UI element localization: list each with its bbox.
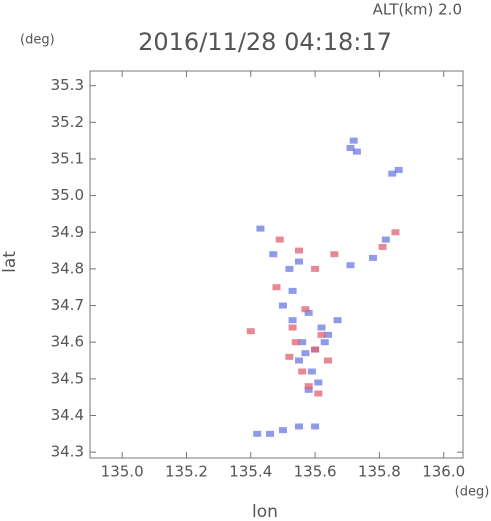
echo-cell [320, 339, 329, 346]
echo-cell [275, 236, 284, 243]
echo-cell [388, 170, 397, 177]
echo-cell [323, 357, 332, 364]
x-tick-label: 136.0 [422, 463, 465, 481]
echo-cell [304, 309, 313, 316]
chart-title: 2016/11/28 04:18:17 [138, 28, 392, 56]
echo-cell [301, 306, 310, 313]
echo-cell [295, 247, 304, 254]
echo-cell [314, 379, 323, 386]
y-tick-label: 35.0 [51, 186, 84, 204]
x-tick-label: 135.0 [101, 463, 144, 481]
echo-cell [346, 144, 355, 151]
echo-cell [352, 148, 361, 155]
echo-cell [317, 324, 326, 331]
altitude-label: ALT(km) 2.0 [373, 1, 462, 19]
echo-cell [253, 430, 262, 437]
x-tick-label: 135.6 [294, 463, 337, 481]
echo-cell [266, 430, 275, 437]
y-tick-label: 34.8 [51, 259, 84, 277]
echo-cell [272, 284, 281, 291]
plot-frame [89, 70, 464, 459]
echo-cell [378, 243, 387, 250]
echo-cell [295, 357, 304, 364]
echo-cell [278, 302, 287, 309]
echo-cell [317, 331, 326, 338]
echo-cell [394, 166, 403, 173]
x-tick-label: 135.8 [358, 463, 401, 481]
echo-cell [349, 137, 358, 144]
x-tick-label: 135.2 [165, 463, 208, 481]
echo-cell [304, 386, 313, 393]
y-tick-label: 34.5 [51, 369, 84, 387]
echo-cell [295, 258, 304, 265]
y-tick-label: 34.6 [51, 333, 84, 351]
echo-cell [285, 353, 294, 360]
echo-cell [278, 427, 287, 434]
x-tick-label: 135.4 [229, 463, 272, 481]
y-tick-label: 34.7 [51, 296, 84, 314]
echo-cell [301, 350, 310, 357]
echo-cell [246, 328, 255, 335]
x-axis-label: lon [252, 502, 278, 521]
echo-cell [391, 229, 400, 236]
y-tick-label: 34.4 [51, 406, 84, 424]
echo-cell [311, 265, 320, 272]
y-tick-label: 35.3 [51, 76, 84, 94]
echo-cell [288, 287, 297, 294]
echo-cell [304, 383, 313, 390]
echo-cell [298, 368, 307, 375]
echo-cell [256, 225, 265, 232]
echo-cell [269, 251, 278, 258]
echo-cell [330, 251, 339, 258]
echo-cell [323, 331, 332, 338]
echo-cell [368, 254, 377, 261]
echo-cell [288, 324, 297, 331]
echo-cell [295, 423, 304, 430]
echo-cell [298, 339, 307, 346]
y-tick-label: 34.3 [51, 443, 84, 461]
echo-cell [333, 317, 342, 324]
y-unit: (deg) [20, 33, 55, 48]
x-unit: (deg) [455, 485, 490, 500]
y-tick-label: 35.1 [51, 149, 84, 167]
echo-cell [314, 390, 323, 397]
y-tick-label: 34.9 [51, 223, 84, 241]
echo-cell [311, 423, 320, 430]
echo-cell [311, 346, 320, 353]
echo-cell [346, 262, 355, 269]
y-tick-label: 35.2 [51, 113, 84, 131]
echo-cell [381, 236, 390, 243]
echo-cell [288, 317, 297, 324]
echo-cell [307, 368, 316, 375]
echo-cell [291, 339, 300, 346]
y-axis-label: lat [0, 251, 20, 273]
echo-cell [285, 265, 294, 272]
